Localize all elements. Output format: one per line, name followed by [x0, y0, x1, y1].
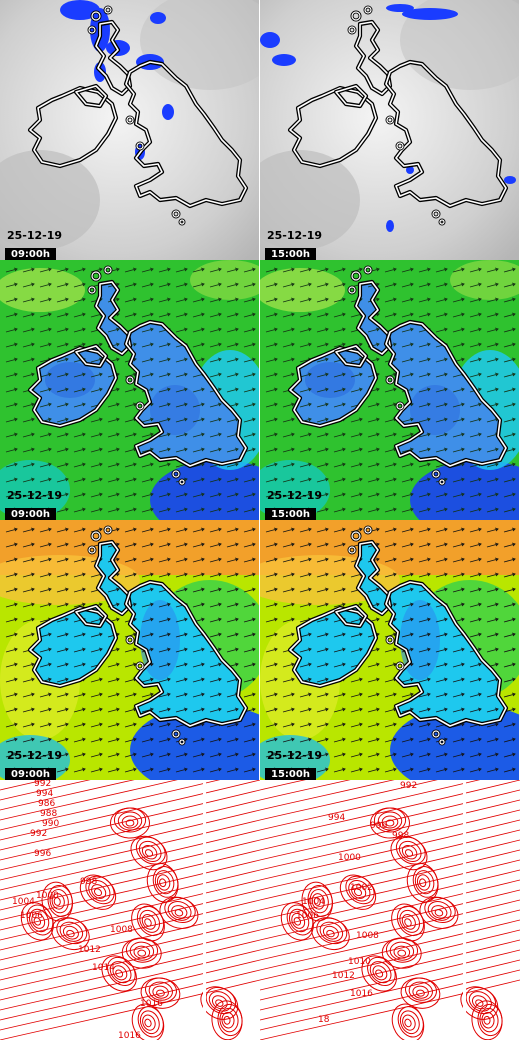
isobar-label: 1012 [332, 971, 355, 981]
isobar-label: 1006 [296, 911, 319, 921]
isobar-label: 1012 [78, 945, 101, 955]
isobar-label: 986 [38, 799, 55, 809]
isobar-label: 994 [328, 813, 345, 823]
cloud-map-0900: 25-12-19 09:00h [0, 0, 260, 260]
date-label: 25-12-19 [7, 489, 63, 502]
time-label: 15:00h [265, 508, 316, 520]
timestamp-label: 25-12-19 15:00h [265, 490, 322, 520]
isobar-label: 988 [40, 809, 57, 819]
isobar-label: 1002 [350, 883, 373, 893]
isobar-label: 1004 [12, 897, 35, 907]
wind-map-0900: 25-12-19 09:00h [0, 260, 260, 520]
isobar-label: 1008 [356, 931, 379, 941]
isobar-label: 992 [400, 781, 417, 791]
time-label: 09:00h [5, 248, 56, 260]
isobar-label: 1004 [302, 897, 325, 907]
isobar-label: 994 [36, 789, 53, 799]
time-label: 15:00h [265, 768, 316, 780]
isobar-label: 1000 [338, 853, 361, 863]
isobar-label: 1016 [140, 999, 163, 1009]
cloud-map-1500: 25-12-19 15:00h [260, 0, 520, 260]
isobar-label: 998 [392, 831, 409, 841]
date-label: 25-12-19 [267, 229, 323, 242]
isobar-label: 1006 [20, 911, 43, 921]
timestamp-label: 25-12-19 09:00h [5, 490, 62, 520]
temperature-map-1500: 25-12-19 15:00h [260, 520, 520, 780]
isobar-label: 992 [34, 780, 51, 789]
isobar-label: 1016 [118, 1031, 141, 1040]
date-label: 25-12-19 [267, 749, 323, 762]
time-label: 15:00h [265, 248, 316, 260]
isobar-label: 1014 [92, 963, 115, 973]
isobar-label: 998 [80, 877, 97, 887]
timestamp-label: 25-12-19 15:00h [265, 230, 322, 260]
date-label: 25-12-19 [267, 489, 323, 502]
isobar-label: 1016 [350, 989, 373, 999]
date-label: 25-12-19 [7, 229, 63, 242]
isobar-label: 1008 [110, 925, 133, 935]
date-label: 25-12-19 [7, 749, 63, 762]
timestamp-label: 25-12-19 15:00h [265, 750, 322, 780]
isobar-label: 992 [30, 829, 47, 839]
isobar-label: 1010 [348, 957, 371, 967]
time-label: 09:00h [5, 508, 56, 520]
timestamp-label: 25-12-19 09:00h [5, 230, 62, 260]
isobar-label: 990 [42, 819, 59, 829]
time-label: 09:00h [5, 768, 56, 780]
temperature-map-0900: 25-12-19 09:00h [0, 520, 260, 780]
isobar-label: 1000 [36, 891, 59, 901]
wind-map-1500: 25-12-19 15:00h [260, 260, 520, 520]
isobar-label: 996 [34, 849, 51, 859]
pressure-map-0900: 992 994 986 988 990 992 996 998 1000 1004 1006 1008… [0, 780, 260, 1040]
isobar-label: 996 [370, 821, 387, 831]
timestamp-label: 25-12-19 09:00h [5, 750, 62, 780]
isobar-label: 18 [318, 1015, 330, 1025]
pressure-map-1500: 992 994 996 998 1000 1002 1004 1006 1008 1010 1012… [260, 780, 520, 1040]
